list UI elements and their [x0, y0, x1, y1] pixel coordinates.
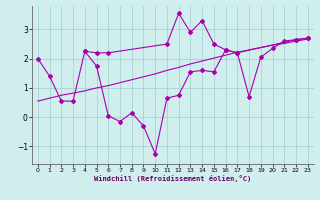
X-axis label: Windchill (Refroidissement éolien,°C): Windchill (Refroidissement éolien,°C): [94, 175, 252, 182]
